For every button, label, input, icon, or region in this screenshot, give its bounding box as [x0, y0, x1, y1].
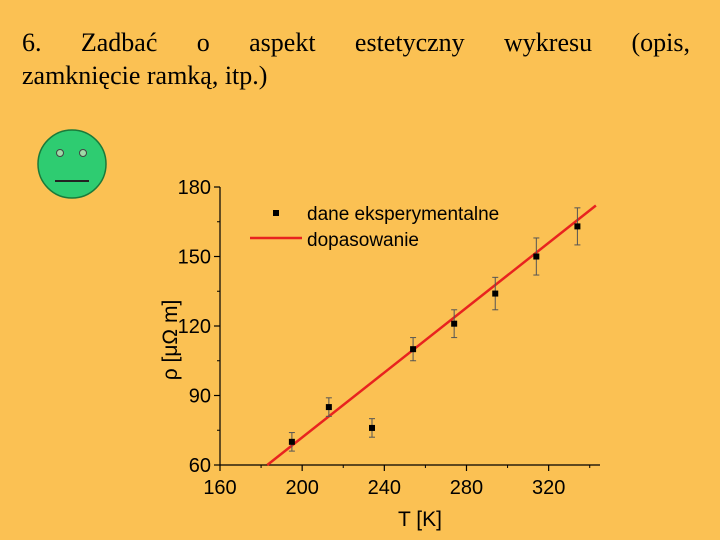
y-tick-label: 150 — [178, 247, 211, 269]
x-tick-label: 160 — [203, 477, 236, 499]
data-point — [451, 320, 458, 327]
x-axis-label: T [K] — [398, 508, 442, 531]
fit-line-group — [266, 204, 597, 466]
y-tick-label: 120 — [178, 316, 211, 338]
x-tick-label: 240 — [368, 477, 401, 499]
y-tick-label: 180 — [178, 177, 211, 199]
face-eye-left — [56, 149, 64, 157]
legend-label-line: dopasowanie — [307, 230, 419, 251]
fit-line — [266, 204, 597, 466]
chart-legend: dane eksperymentalne dopasowanie — [250, 204, 499, 251]
y-tick-label: 60 — [189, 455, 211, 477]
x-tick-label: 280 — [450, 477, 483, 499]
legend-label-points: dane eksperymentalne — [307, 204, 499, 225]
title-line-2: zamknięcie ramką, itp.) — [22, 61, 268, 90]
data-point — [288, 438, 295, 445]
resistivity-chart: 60 90 120 150 180 160 200 240 280 320 dane eksper… — [159, 177, 600, 531]
data-point — [410, 346, 417, 353]
data-points-group — [288, 207, 581, 452]
data-point — [325, 404, 332, 411]
chart-axes: 60 90 120 150 180 160 200 240 280 320 — [178, 177, 600, 499]
y-axis-label: ρ [μΩ m] — [159, 300, 182, 381]
slide-title: 6. Zadbać o aspekt estetyczny wykresu (o… — [22, 26, 690, 92]
legend-marker-points — [273, 210, 279, 216]
y-tick-label: 90 — [189, 386, 211, 408]
x-tick-label: 320 — [532, 477, 565, 499]
data-point — [533, 253, 540, 260]
data-point — [574, 223, 581, 230]
x-tick-label: 200 — [285, 477, 318, 499]
neutral-face-icon — [37, 129, 107, 199]
title-line-1: 6. Zadbać o aspekt estetyczny wykresu (o… — [22, 28, 690, 57]
face-eye-right — [79, 149, 87, 157]
data-point — [492, 290, 499, 297]
data-point — [369, 424, 375, 431]
face-circle — [37, 129, 107, 199]
